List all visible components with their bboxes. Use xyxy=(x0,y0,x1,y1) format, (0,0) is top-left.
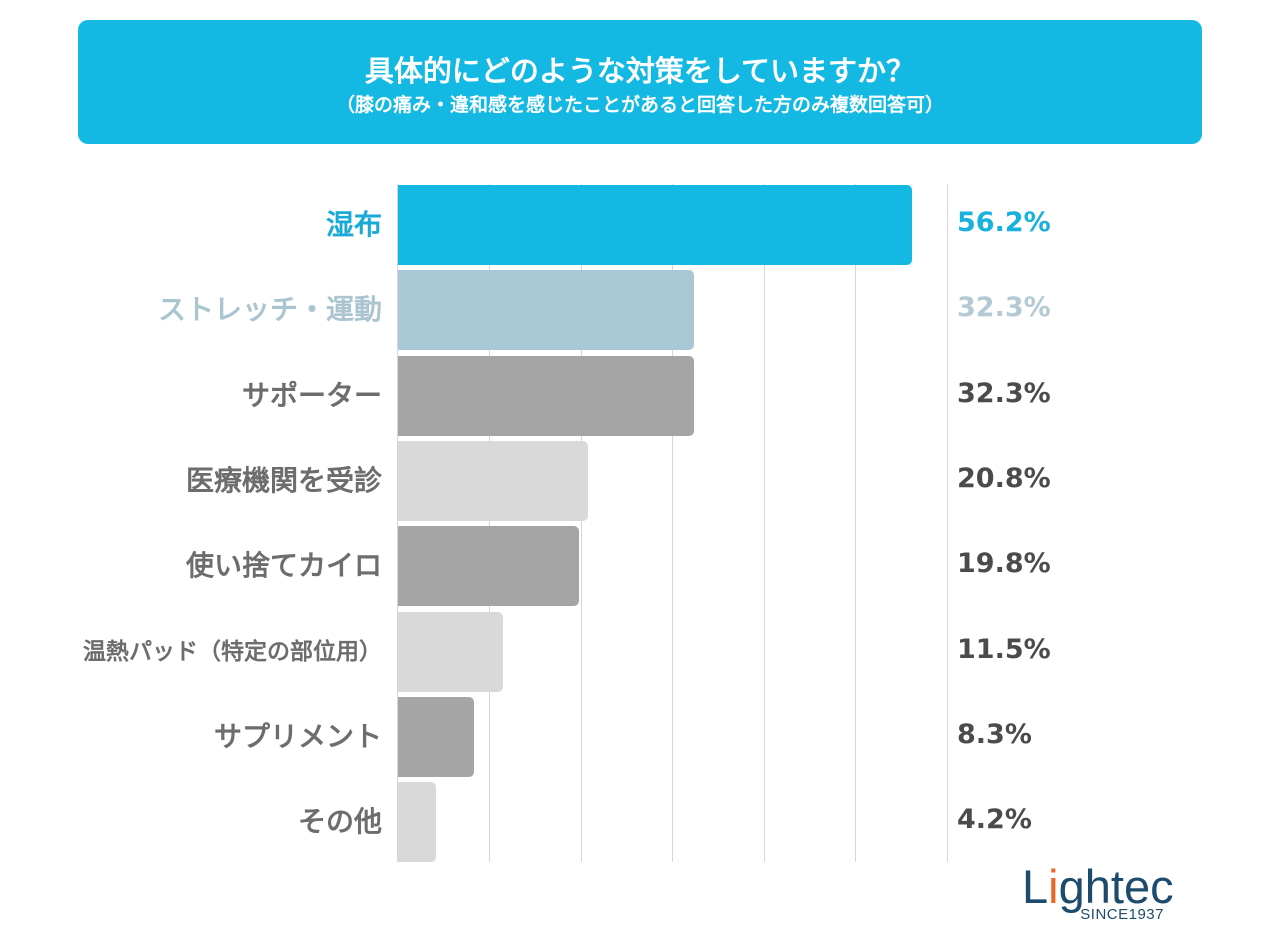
category-label: 温熱パッド（特定の部位用） xyxy=(83,638,382,665)
logo-letter: h xyxy=(1084,860,1111,913)
gridline xyxy=(489,184,490,862)
logo-wordmark: Lightec xyxy=(1022,862,1174,912)
category-label: 使い捨てカイロ xyxy=(185,549,382,583)
bar xyxy=(398,355,694,436)
value-label: 11.5% xyxy=(957,633,1051,665)
bar xyxy=(398,185,913,265)
logo-tagline: SINCE1937 xyxy=(1080,906,1164,923)
logo-letter: c xyxy=(1150,860,1174,913)
bar xyxy=(398,270,694,351)
value-label: 4.2% xyxy=(957,804,1032,836)
category-label: 医療機関を受診 xyxy=(185,463,382,497)
gridline xyxy=(946,184,948,862)
value-label: 56.2% xyxy=(957,207,1051,238)
logo-letter: i xyxy=(1048,860,1059,913)
value-label: 20.8% xyxy=(957,462,1051,494)
value-label: 32.3% xyxy=(957,377,1051,409)
category-label: その他 xyxy=(297,805,382,839)
value-label: 32.3% xyxy=(957,292,1051,324)
bar xyxy=(398,611,504,692)
gridline xyxy=(580,184,582,862)
chart-subtitle: （膝の痛み・違和感を感じたことがあると回答した方のみ複数回答可） xyxy=(335,94,944,116)
value-label: 8.3% xyxy=(957,718,1032,750)
logo-letter: L xyxy=(1022,860,1049,913)
category-label: サポーター xyxy=(241,378,382,412)
bar xyxy=(398,696,474,777)
chart-title: 具体的にどのような対策をしていますか？ xyxy=(364,54,916,88)
x-axis-line xyxy=(397,184,398,862)
category-label: 湿布 xyxy=(325,208,382,241)
gridline xyxy=(672,184,673,862)
gridline xyxy=(763,184,765,862)
title-banner: 具体的にどのような対策をしていますか？ （膝の痛み・違和感を感じたことがあると回… xyxy=(78,20,1202,144)
category-label: サプリメント xyxy=(213,719,382,753)
bar xyxy=(398,440,589,521)
bar xyxy=(398,526,580,607)
value-label: 19.8% xyxy=(957,548,1051,580)
logo-letter: g xyxy=(1058,860,1085,913)
bar xyxy=(398,782,437,863)
logo-letter: t xyxy=(1110,860,1124,913)
category-label: ストレッチ・運動 xyxy=(157,293,382,327)
brand-logo: Lightec SINCE1937 xyxy=(1018,862,1174,928)
gridline xyxy=(855,184,856,862)
logo-letter: e xyxy=(1123,860,1151,913)
